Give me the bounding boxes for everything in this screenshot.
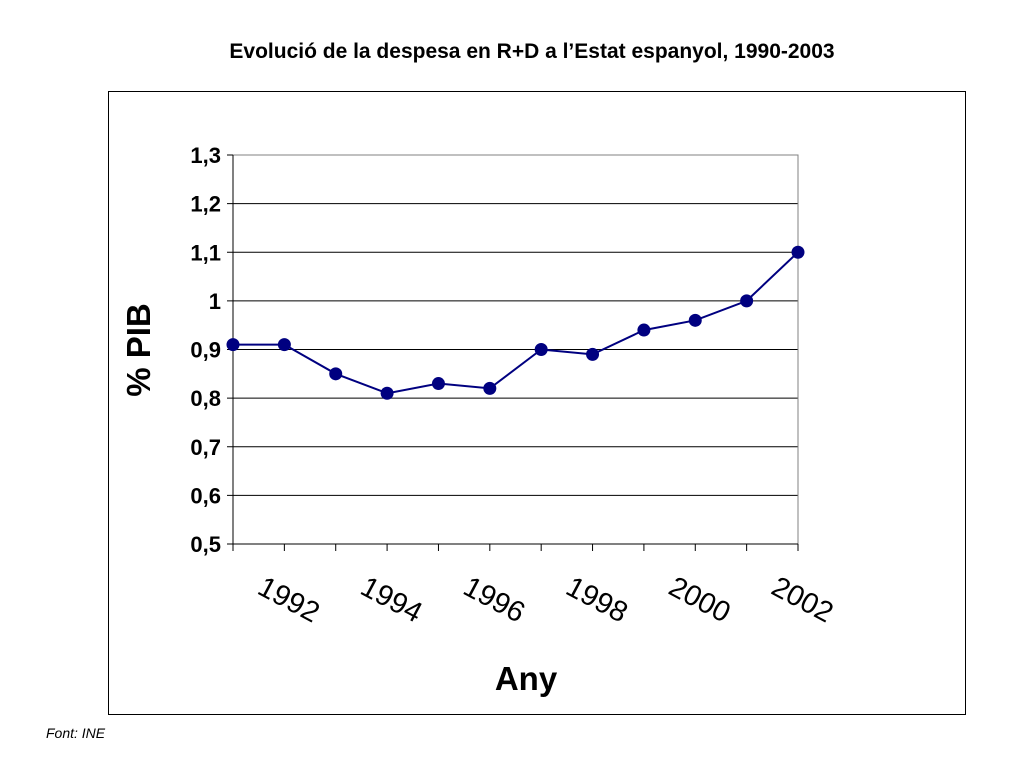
data-point [637, 323, 651, 337]
series-line [233, 251, 799, 395]
x-tick-label: 2000 [664, 571, 736, 630]
data-point [431, 377, 445, 391]
y-tick-label: 1 [209, 289, 221, 314]
data-point [277, 338, 291, 352]
x-axis-title: Any [495, 660, 558, 697]
x-tick-label: 1996 [458, 571, 530, 630]
y-tick-label: 1,1 [190, 240, 221, 265]
data-point [534, 343, 548, 356]
x-tick-label: 1992 [253, 571, 325, 630]
x-tick-label: 2002 [766, 571, 838, 630]
y-tick-label: 1,2 [190, 192, 221, 217]
data-point [688, 313, 702, 327]
y-tick-label: 0,7 [190, 435, 221, 460]
y-tick-label: 0,9 [190, 338, 221, 363]
x-tick-label: 1998 [561, 571, 633, 630]
y-tick-label: 0,5 [190, 532, 221, 557]
chart-title: Evolució de la despesa en R+D a l’Estat … [229, 40, 835, 63]
data-point [226, 338, 240, 352]
data-point [329, 367, 343, 381]
y-tick-label: 0,8 [190, 386, 221, 411]
source-note: Font: INE [46, 725, 106, 741]
data-point [380, 386, 394, 400]
y-tick-label: 0,6 [190, 483, 221, 508]
data-point [586, 347, 600, 361]
x-tick-label: 1994 [355, 571, 427, 630]
data-point [740, 294, 754, 308]
data-point [483, 381, 497, 395]
y-axis-title: % PIB [120, 303, 157, 397]
chart-frame [108, 91, 966, 715]
y-tick-label: 1,3 [190, 143, 221, 168]
data-point [791, 245, 805, 259]
